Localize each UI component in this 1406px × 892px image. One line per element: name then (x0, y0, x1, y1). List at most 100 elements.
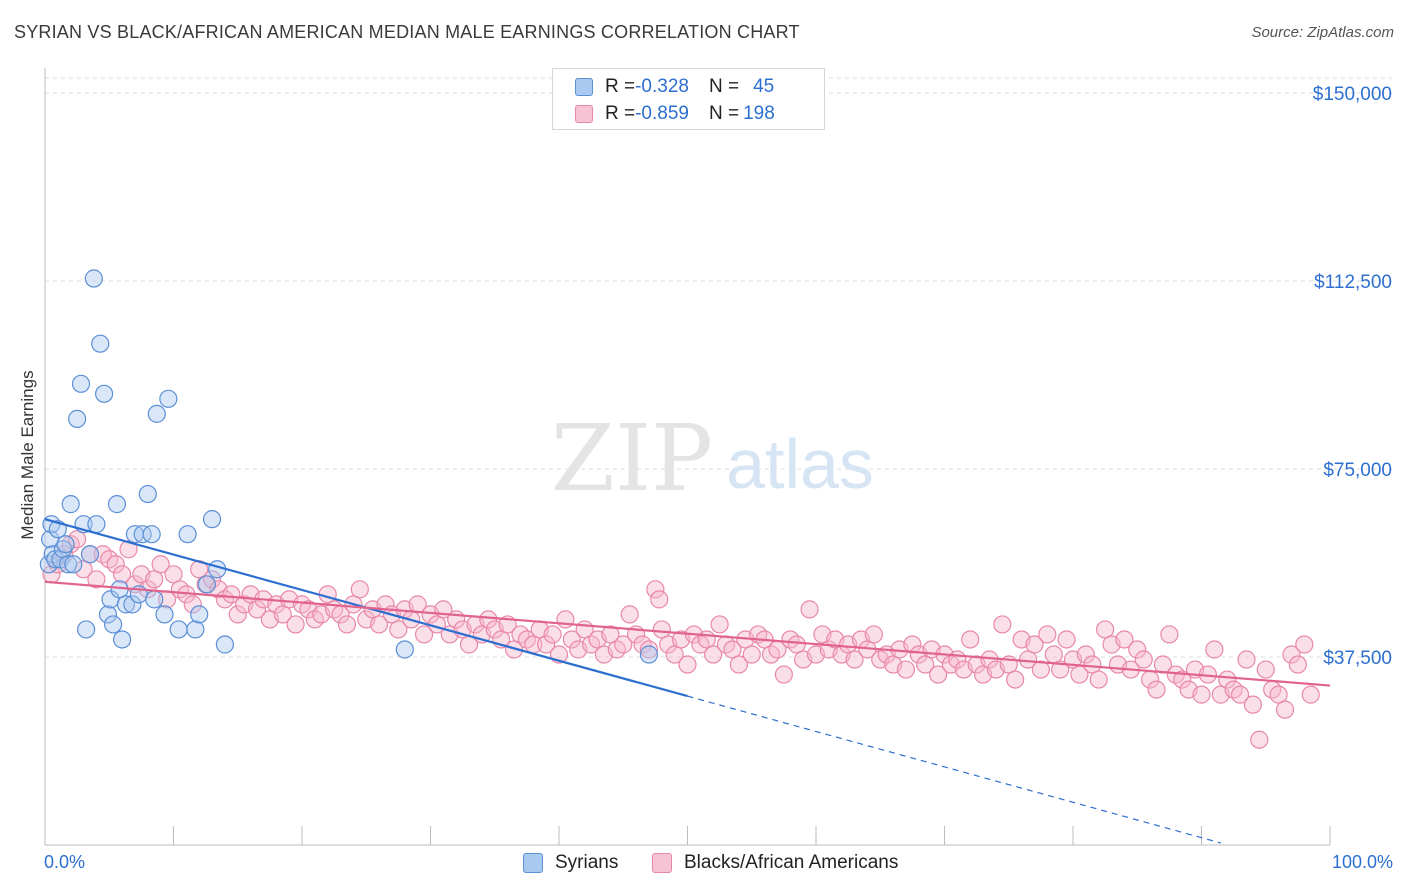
black-african-american-point (112, 565, 132, 584)
black-african-american-point (961, 630, 980, 649)
black-african-american-point (1269, 685, 1288, 704)
black-african-american-point (1057, 630, 1076, 649)
syrian-point (98, 605, 118, 624)
n-label: N = (708, 76, 740, 97)
black-african-american-point (504, 640, 524, 659)
black-african-american-point (1275, 700, 1295, 719)
black-african-american-point (202, 570, 222, 589)
syrian-point (169, 620, 188, 639)
black-african-american-point (1173, 670, 1192, 689)
syrian-point (142, 525, 161, 544)
black-african-american-point (1038, 625, 1057, 644)
black-african-american-point (1083, 655, 1102, 674)
black-african-american-point (601, 625, 620, 644)
black-african-american-point (337, 615, 357, 634)
black-african-american-point (1250, 730, 1269, 749)
black-african-american-point (1006, 670, 1025, 689)
black-african-american-point (1147, 680, 1166, 699)
x-tick-max: 100.0% (1331, 852, 1393, 872)
syrian-point (116, 595, 136, 614)
legend-item-blacks: Blacks/African Americans (652, 852, 898, 874)
black-african-american-point (1205, 640, 1224, 659)
y-tick-label: $112,500 (1314, 272, 1392, 293)
black-african-american-point (1031, 660, 1050, 679)
syrian-point (123, 595, 142, 614)
x-tick-min: 0.0% (44, 852, 86, 872)
black-african-american-point (896, 660, 916, 679)
black-african-american-point (1295, 635, 1314, 654)
black-african-american-point (704, 645, 723, 664)
black-african-american-point (87, 570, 106, 589)
n-value: 45 (753, 76, 775, 97)
black-african-american-point (639, 640, 659, 659)
black-african-american-point (916, 655, 935, 674)
black-african-american-point (1230, 685, 1250, 704)
black-african-american-point (183, 595, 202, 614)
series-legend: Syrians Blacks/African Americans (0, 852, 1406, 878)
syrian-point (56, 535, 75, 554)
black-african-american-point (652, 620, 671, 639)
black-swatch (575, 105, 593, 123)
black-african-american-point (774, 665, 793, 684)
black-african-american-point (1218, 670, 1237, 689)
chart-title: SYRIAN VS BLACK/AFRICAN AMERICAN MEDIAN … (14, 22, 800, 42)
correlation-legend: R = -0.328 N = 45 R = -0.859 N = 198 (552, 68, 825, 130)
black-african-american-point (350, 580, 369, 599)
r-label: R = (605, 76, 636, 97)
black-african-american-point (119, 540, 138, 559)
black-african-american-point (1044, 645, 1063, 664)
black-african-american-point (800, 600, 819, 619)
black-african-american-point (1025, 635, 1044, 654)
black-african-american-point (665, 645, 684, 664)
syrian-point (80, 545, 100, 564)
black-african-american-point (1237, 650, 1256, 669)
black-african-american-point (479, 610, 498, 629)
black-african-american-point (729, 655, 749, 674)
syrian-point (159, 389, 178, 408)
black-african-american-point (273, 605, 292, 624)
watermark-atlas: atlas (726, 425, 874, 503)
syrian-point (186, 620, 205, 639)
black-african-american-point (742, 645, 761, 664)
black-african-american-point (1301, 685, 1320, 704)
syrian-point (91, 334, 110, 353)
y-axis-label: Median Male Earnings (18, 370, 37, 540)
black-african-american-point (1096, 620, 1115, 639)
black-african-american-point (1282, 645, 1301, 664)
black-african-american-point (164, 565, 183, 584)
syrian-point (138, 484, 157, 504)
black-african-american-point (1051, 660, 1070, 679)
syrian-point (107, 495, 127, 514)
syrian-swatch (575, 78, 593, 96)
syrian-point (147, 404, 166, 423)
black-african-american-point (1288, 655, 1307, 674)
n-value: 198 (743, 103, 775, 124)
black-african-american-point (787, 635, 806, 654)
legend-label-blacks: Blacks/African Americans (684, 852, 899, 873)
syrian-points (39, 269, 659, 664)
n-label: N = (708, 103, 740, 124)
watermark: ZIP atlas (551, 405, 874, 512)
y-tick-label: $37,500 (1323, 648, 1392, 669)
source-credit: Source: ZipAtlas.com (1251, 24, 1394, 41)
black-african-american-points (42, 530, 1320, 749)
black-african-american-point (1256, 660, 1275, 679)
syrian-point (395, 640, 414, 659)
syrian-point (190, 605, 209, 624)
black-african-american-point (228, 605, 247, 624)
black-trend-line (44, 580, 1331, 687)
black-african-american-point (710, 615, 729, 634)
black-african-american-point (1076, 645, 1095, 664)
black-african-american-point (1089, 670, 1108, 689)
black-african-american-point (414, 625, 434, 644)
legend-row-syrians: R = -0.328 N = 45 (575, 75, 774, 99)
black-swatch (652, 853, 672, 873)
black-african-american-point (993, 615, 1012, 634)
black-african-american-point (1134, 650, 1153, 669)
syrian-point (178, 525, 197, 544)
y-tick-label: $150,000 (1313, 84, 1392, 105)
syrian-point (68, 409, 87, 428)
syrian-point (95, 384, 114, 403)
black-african-american-point (845, 650, 864, 669)
